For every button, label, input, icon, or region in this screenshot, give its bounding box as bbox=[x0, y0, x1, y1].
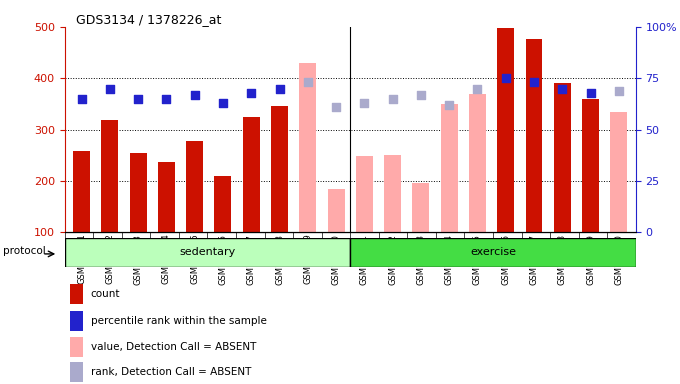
Bar bbox=[65, 238, 350, 267]
Bar bbox=[526, 39, 543, 232]
Point bbox=[218, 100, 228, 106]
Bar bbox=[469, 94, 486, 232]
Point bbox=[585, 89, 596, 96]
Bar bbox=[299, 63, 316, 232]
Bar bbox=[71, 284, 83, 304]
Point bbox=[274, 85, 285, 91]
Point bbox=[387, 96, 398, 102]
Bar bbox=[497, 28, 514, 232]
Bar bbox=[384, 155, 401, 232]
Text: value, Detection Call = ABSENT: value, Detection Call = ABSENT bbox=[90, 342, 256, 352]
Bar bbox=[73, 151, 90, 232]
Bar bbox=[101, 120, 118, 232]
Text: rank, Detection Call = ABSENT: rank, Detection Call = ABSENT bbox=[90, 367, 251, 377]
Bar bbox=[214, 176, 231, 232]
Point bbox=[189, 92, 200, 98]
Text: count: count bbox=[90, 289, 120, 299]
Bar bbox=[554, 83, 571, 232]
Point bbox=[330, 104, 341, 110]
Bar bbox=[271, 106, 288, 232]
Bar bbox=[186, 141, 203, 232]
Point bbox=[245, 89, 256, 96]
Bar bbox=[441, 104, 458, 232]
Point bbox=[528, 79, 539, 85]
Bar bbox=[350, 238, 636, 267]
Text: GDS3134 / 1378226_at: GDS3134 / 1378226_at bbox=[76, 13, 222, 26]
Bar bbox=[582, 99, 599, 232]
Text: exercise: exercise bbox=[470, 247, 516, 258]
Bar bbox=[158, 162, 175, 232]
Bar bbox=[412, 182, 429, 232]
Bar bbox=[71, 362, 83, 382]
Bar bbox=[71, 337, 83, 357]
Point bbox=[161, 96, 172, 102]
Point bbox=[500, 75, 511, 81]
Point bbox=[133, 96, 143, 102]
Bar bbox=[130, 153, 147, 232]
Bar bbox=[328, 189, 345, 232]
Point bbox=[415, 92, 426, 98]
Point bbox=[76, 96, 87, 102]
Text: percentile rank within the sample: percentile rank within the sample bbox=[90, 316, 267, 326]
Bar bbox=[243, 117, 260, 232]
Point bbox=[613, 88, 624, 94]
Bar bbox=[356, 156, 373, 232]
Text: sedentary: sedentary bbox=[180, 247, 235, 258]
Point bbox=[444, 102, 455, 108]
Text: protocol: protocol bbox=[3, 246, 46, 256]
Point bbox=[105, 85, 116, 91]
Bar bbox=[611, 112, 628, 232]
Point bbox=[303, 79, 313, 85]
Point bbox=[557, 85, 568, 91]
Bar bbox=[71, 311, 83, 331]
Point bbox=[472, 85, 483, 91]
Point bbox=[359, 100, 370, 106]
